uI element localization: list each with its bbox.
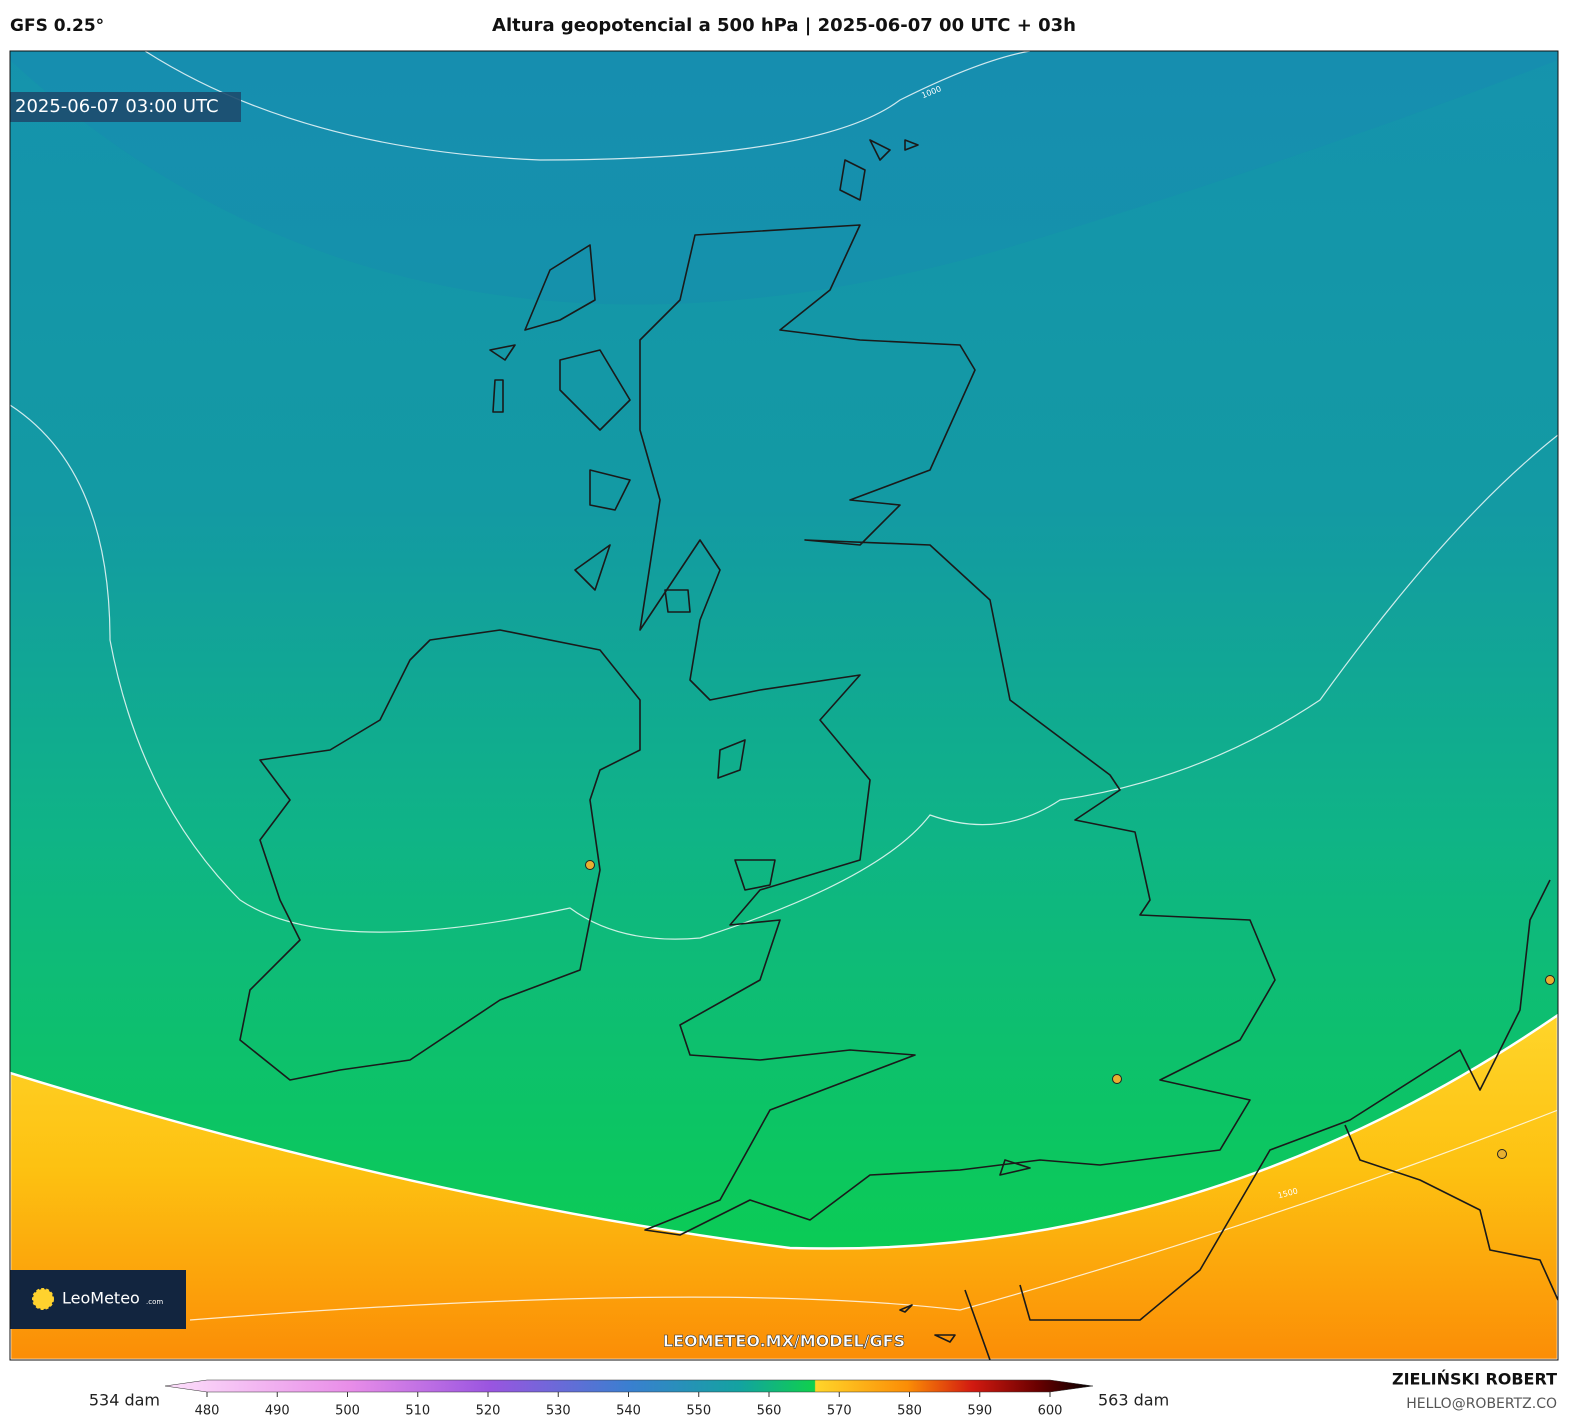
coastline [239,629,641,1081]
colorbar-tick-label: 500 [335,1404,360,1419]
timestamp-box [10,92,241,122]
colorbar-min: 534 dam [89,1391,160,1410]
colorbar-tick-label: 600 [1038,1404,1063,1419]
city-dot [585,860,595,870]
timestamp: 2025-06-07 03:00 UTC [15,96,219,117]
colorbar-tick-label: 570 [827,1404,852,1419]
colorbar-tick-label: 590 [967,1404,992,1419]
colorbar-tick-label: 550 [686,1404,711,1419]
field-warm [10,1013,1558,1360]
island [489,139,1031,1176]
colorbar-tick-label: 560 [757,1404,782,1419]
contour-line [10,404,1558,940]
city-dot [1112,1074,1122,1084]
logo-name: LeoMeteo [62,1289,140,1308]
map-title: Altura geopotencial a 500 hPa | 2025-06-… [492,15,1076,36]
author: ZIELIŃSKI ROBERT [1392,1370,1557,1389]
coastline [899,879,1558,1360]
contact: HELLO@ROBERTZ.CO [1406,1396,1557,1412]
model-name: GFS 0.25° [10,16,104,36]
map-area: 1000 1500 2025-06-07 03:00 UTC LeoMeteo … [10,51,1558,1360]
colorbar-tick-label: 520 [476,1404,501,1419]
colorbar-max: 563 dam [1098,1391,1169,1410]
colorbar-tick-label: 530 [546,1404,571,1419]
contour-line [144,51,1031,161]
field-cool [10,51,1558,1360]
colorbar-tick-label: 490 [265,1404,290,1419]
contour-line [189,1109,1558,1321]
field-low [10,51,1558,305]
watermark: LEOMETEO.MX/MODEL/GFS [663,1332,905,1351]
city-dot [1545,975,1555,985]
logo-suffix: .com [146,1298,163,1306]
coastline [639,224,1276,1236]
colorbar-scale [164,1379,1094,1393]
colorbar-tick-label: 580 [897,1404,922,1419]
city-dot [1497,1149,1507,1159]
map-frame [9,50,1559,1361]
logo-sun [32,1288,54,1310]
colorbar-tick-label: 540 [616,1404,641,1419]
colorbar-tick-label: 480 [195,1404,220,1419]
colorbar-tick-label: 510 [405,1404,430,1419]
